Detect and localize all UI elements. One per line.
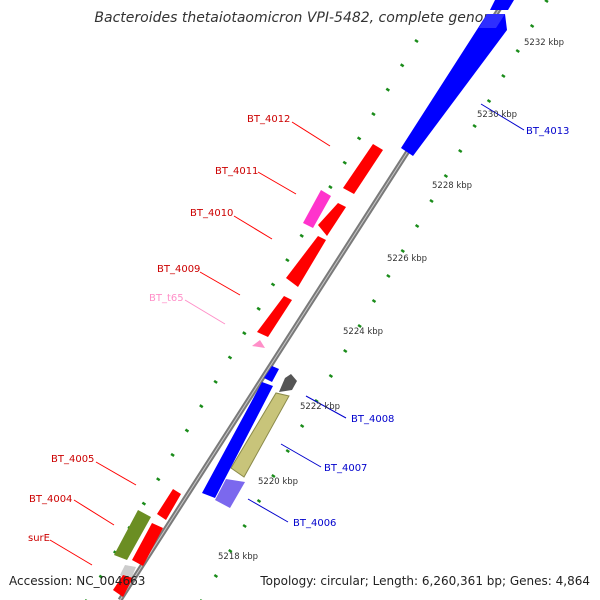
gene-bt-4009-arrow[interactable] <box>286 236 326 287</box>
leader-bt-4004 <box>73 499 115 526</box>
ring-dot <box>213 379 218 384</box>
gene-bt-4005-arrow[interactable] <box>157 489 181 520</box>
tick-label-5224: 5224 kbp <box>343 327 383 337</box>
ring-dot <box>270 282 276 287</box>
gene-sure-arrow[interactable] <box>132 523 163 566</box>
leader-bt-4011 <box>257 171 297 195</box>
leader-bt-4010 <box>233 215 273 240</box>
ring-dot <box>486 98 492 104</box>
label-bt-4012[interactable]: BT_4012 <box>247 114 290 125</box>
ring-dot <box>429 198 434 204</box>
gene-bottom-red-arrow[interactable] <box>113 575 133 597</box>
ring-dot <box>242 331 247 336</box>
leader-bt-4013 <box>480 103 525 131</box>
topology-text: Topology: circular; Length: 6,260,361 bp… <box>260 574 590 588</box>
gene-bt-4004-arrow[interactable] <box>114 510 151 560</box>
ring-dot <box>256 498 262 504</box>
ring-dot <box>299 423 305 429</box>
leader-bt-4012 <box>291 121 331 147</box>
label-bt-4013[interactable]: BT_4013 <box>526 126 569 137</box>
tick-label-5222: 5222 kbp <box>300 402 340 412</box>
label-bt-4007[interactable]: BT_4007 <box>324 463 367 474</box>
tick-label-5230: 5230 kbp <box>477 110 517 120</box>
gene-bt-4012-arrow[interactable] <box>343 144 383 194</box>
ring-dot <box>213 573 219 579</box>
ring-dot <box>385 87 390 92</box>
ring-dot <box>314 398 319 404</box>
ring-dot <box>285 448 290 454</box>
ring-dot <box>472 123 477 129</box>
gene-bt-4010-arrow[interactable] <box>318 203 346 236</box>
ring-dot <box>371 112 376 117</box>
gene-bt-4006-arrow[interactable] <box>215 479 245 508</box>
label-bt-4006[interactable]: BT_4006 <box>293 518 336 529</box>
leader-sure <box>49 539 93 566</box>
gene-bt-4007-arrow[interactable] <box>230 392 290 478</box>
ring-dot <box>256 306 261 311</box>
ring-dot <box>515 48 520 54</box>
label-sure[interactable]: surE <box>28 533 50 544</box>
ring-dot <box>386 273 391 279</box>
label-bt-t65[interactable]: BT_t65 <box>149 293 184 304</box>
ring-dot <box>357 323 362 329</box>
label-bt-4009[interactable]: BT_4009 <box>157 264 200 275</box>
gene-bt-4013-arrow[interactable] <box>401 0 514 156</box>
ring-dot <box>501 73 506 79</box>
accession-text: Accession: NC_004663 <box>9 574 146 588</box>
label-bt-4010[interactable]: BT_4010 <box>190 208 233 219</box>
tick-label-5220: 5220 kbp <box>258 477 298 487</box>
label-bt-4004[interactable]: BT_4004 <box>29 494 72 505</box>
tick-label-5218: 5218 kbp <box>218 552 258 562</box>
ring-dot <box>228 548 233 554</box>
leader-bt-4009 <box>199 271 241 296</box>
ring-dot <box>98 574 104 579</box>
gene-small-blue-arrow[interactable] <box>264 366 279 382</box>
ring-dot <box>199 404 204 409</box>
ring-dot <box>328 185 333 190</box>
ring-dot <box>414 223 420 229</box>
ring-dot <box>184 428 190 433</box>
ring-dot <box>227 355 233 360</box>
trna-bt-t65-arrow[interactable] <box>252 340 265 348</box>
leader-bt-t65 <box>184 299 226 325</box>
ring-dot <box>544 0 549 4</box>
ring-dot <box>242 523 247 529</box>
ring-dot <box>342 160 347 165</box>
ring-dot <box>328 373 334 379</box>
ring-dot <box>271 473 276 479</box>
ring-dot <box>399 63 405 68</box>
ring-dot <box>458 148 463 154</box>
leader-bt-4005 <box>95 461 137 486</box>
leader-bt-4008 <box>305 395 347 419</box>
ring-dot <box>156 477 161 482</box>
gene-bt-4011-arrow[interactable] <box>303 190 331 228</box>
ring-dot <box>443 173 449 179</box>
ring-dot <box>529 23 535 29</box>
gene-bt-4009-b-arrow[interactable] <box>257 296 292 337</box>
ring-dot <box>141 501 147 506</box>
ring-dot <box>299 233 304 238</box>
tick-label-5226: 5226 kbp <box>387 254 427 264</box>
label-bt-4008[interactable]: BT_4008 <box>351 414 394 425</box>
label-bt-4005[interactable]: BT_4005 <box>51 454 94 465</box>
gene-bt-4008-arrow[interactable] <box>279 374 297 392</box>
ring-dot <box>400 248 405 254</box>
ring-dot <box>371 298 377 304</box>
ring-dot <box>356 136 362 141</box>
leader-bt-4006 <box>247 498 289 523</box>
dotted-rings <box>85 0 549 600</box>
tick-label-5228: 5228 kbp <box>432 181 472 191</box>
tick-label-5232: 5232 kbp <box>524 38 564 48</box>
label-bt-4011[interactable]: BT_4011 <box>215 166 258 177</box>
ring-dot <box>170 452 175 457</box>
ring-dot <box>343 348 348 354</box>
leader-bt-4007 <box>280 443 322 468</box>
ring-dot <box>414 38 419 44</box>
gene-bt-4006-upper-arrow[interactable] <box>202 382 273 498</box>
map-title: Bacteroides thetaiotaomicron VPI-5482, c… <box>94 10 506 26</box>
ring-dot <box>285 258 290 263</box>
